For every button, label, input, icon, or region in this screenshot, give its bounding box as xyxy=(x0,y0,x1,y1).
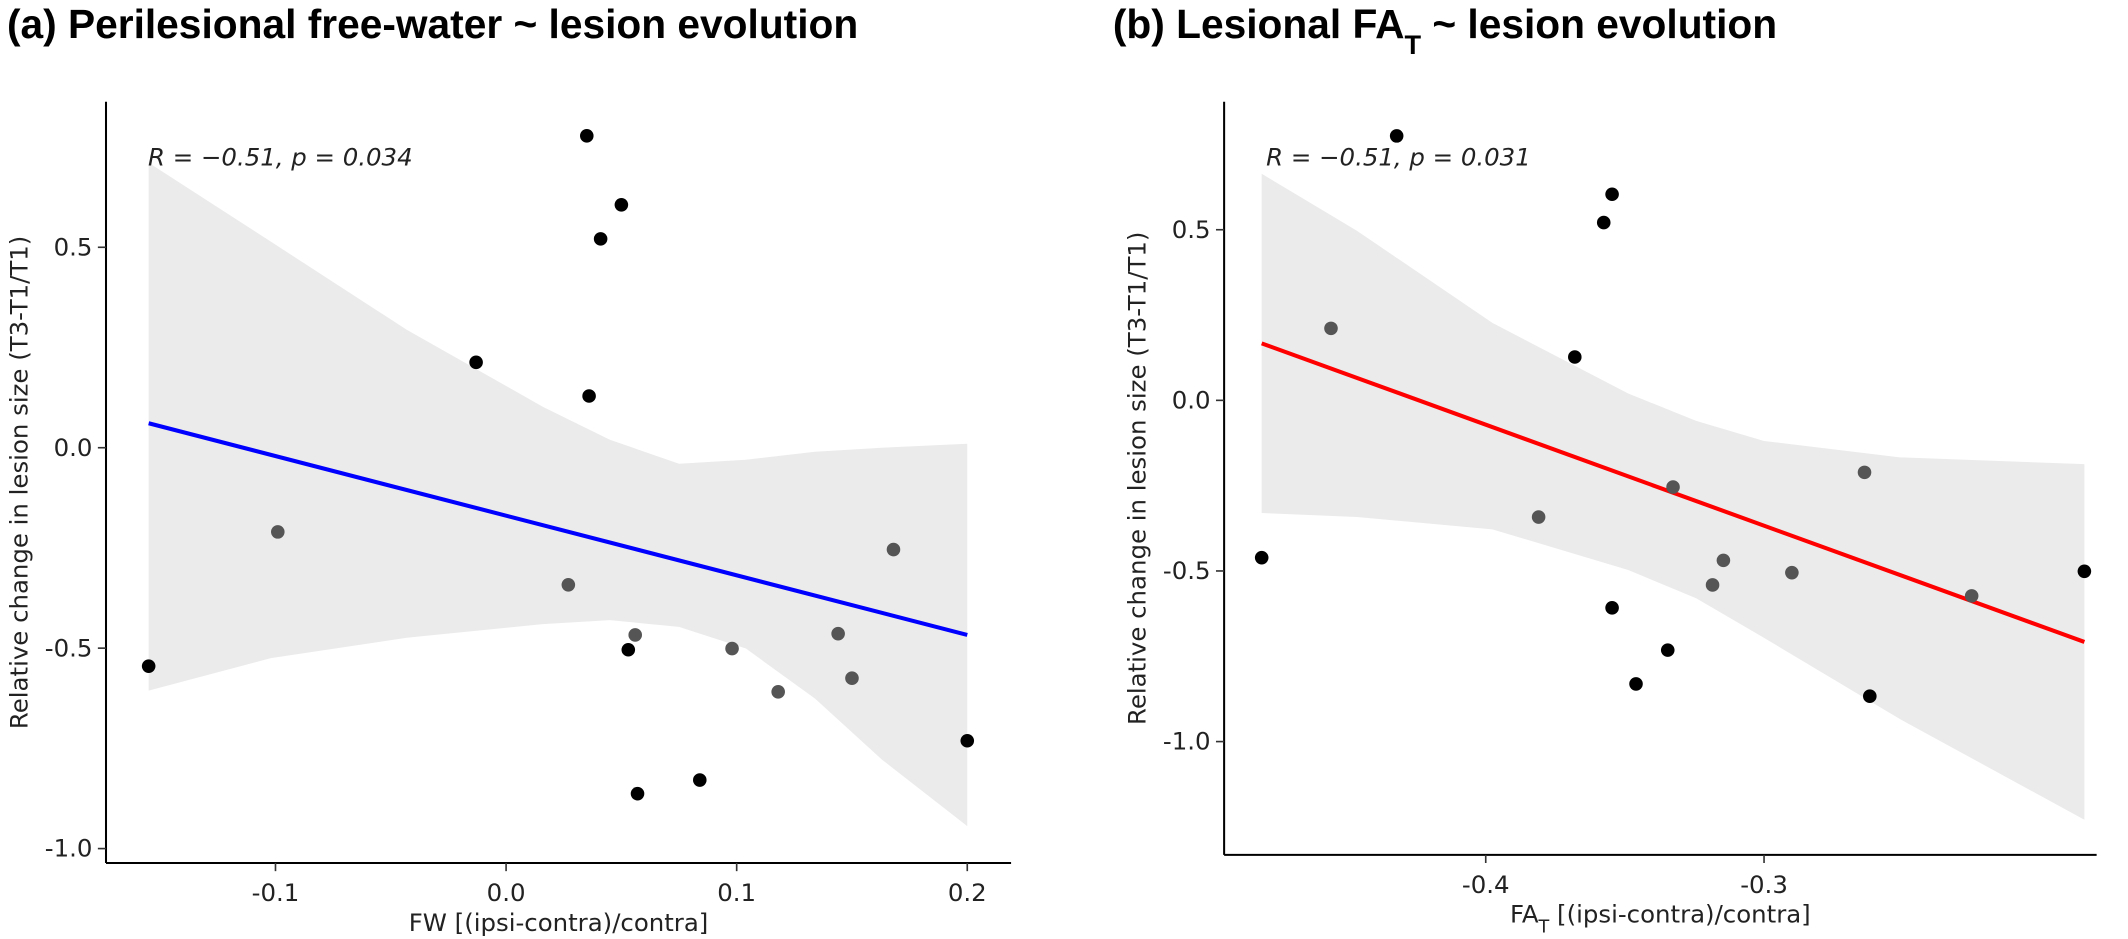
y-tick-label: -0.5 xyxy=(45,633,93,662)
data-point xyxy=(1666,480,1680,494)
data-point xyxy=(1531,510,1546,524)
data-point xyxy=(725,641,739,656)
confidence-band xyxy=(148,162,968,827)
x-tick-label: -0.4 xyxy=(1462,870,1510,899)
x-axis-label: FW [(ipsi-contra)/contra] xyxy=(409,908,709,937)
x-tick-label: -0.1 xyxy=(252,878,300,907)
panel-title-part: ~ lesion evolution xyxy=(1421,1,1777,47)
data-point xyxy=(141,659,156,673)
data-point xyxy=(1964,589,1979,603)
data-point xyxy=(1605,601,1619,615)
panel-title: (b) Lesional FAT ~ lesion evolution xyxy=(1113,1,1777,60)
data-point xyxy=(580,129,594,143)
data-point xyxy=(1389,129,1404,143)
y-axis-label: Relative change in lesion size (T3-T1/T1… xyxy=(1122,232,1151,725)
fit-line xyxy=(148,421,968,637)
x-tick-label: 0.2 xyxy=(948,878,987,907)
annotation: R = −0.51, p = 0.034 xyxy=(148,143,413,172)
data-point xyxy=(1254,550,1269,565)
x-axis-label-part: FA xyxy=(1510,900,1539,929)
y-tick-label: -0.5 xyxy=(1163,556,1211,585)
data-point xyxy=(771,685,785,699)
panel-title: (a) Perilesional free-water ~ lesion evo… xyxy=(7,1,858,47)
data-point xyxy=(1605,187,1619,202)
y-tick-label: 0.0 xyxy=(54,433,93,462)
y-tick-label: 0.5 xyxy=(54,232,93,261)
data-point xyxy=(630,786,645,801)
y-tick-label: -1.0 xyxy=(45,834,93,863)
data-point xyxy=(960,733,975,748)
data-point xyxy=(2077,564,2092,579)
x-tick-label: -0.3 xyxy=(1740,870,1788,899)
data-point xyxy=(628,628,642,642)
data-point xyxy=(845,671,859,685)
data-point xyxy=(1660,643,1675,657)
y-tick-label: 0.5 xyxy=(1172,215,1211,244)
data-point xyxy=(614,198,629,212)
panel-title-part: T xyxy=(1404,28,1421,59)
x-tick-label: 0.0 xyxy=(487,878,526,907)
data-point xyxy=(1705,578,1720,592)
data-point xyxy=(1857,465,1872,480)
data-point xyxy=(1596,215,1611,230)
x-tick-label: 0.1 xyxy=(717,878,756,907)
data-point xyxy=(561,578,576,592)
data-point xyxy=(886,542,901,557)
data-point xyxy=(1629,677,1643,691)
data-point xyxy=(593,232,608,246)
data-point xyxy=(1716,553,1731,568)
data-point xyxy=(621,642,636,657)
y-tick-label: 0.0 xyxy=(1172,385,1211,414)
data-point xyxy=(1785,565,1799,580)
data-point xyxy=(582,389,596,403)
x-axis-label-part: T xyxy=(1538,918,1550,938)
data-point xyxy=(1863,689,1877,703)
panel-title-part: (b) Lesional FA xyxy=(1113,1,1405,47)
data-point xyxy=(469,355,483,370)
annotation: R = −0.51, p = 0.031 xyxy=(1266,143,1531,172)
data-point xyxy=(271,525,285,539)
y-tick-label: -1.0 xyxy=(1163,727,1211,756)
data-point xyxy=(831,626,845,641)
data-point xyxy=(1568,350,1582,364)
data-point xyxy=(1324,321,1338,336)
x-axis-label: FAT [(ipsi-contra)/contra] xyxy=(1510,900,1811,938)
data-point xyxy=(692,773,707,787)
y-axis-label: Relative change in lesion size (T3-T1/T1… xyxy=(4,236,33,729)
confidence-band xyxy=(1261,173,2085,820)
x-axis-label-part: [(ipsi-contra)/contra] xyxy=(1549,900,1810,929)
